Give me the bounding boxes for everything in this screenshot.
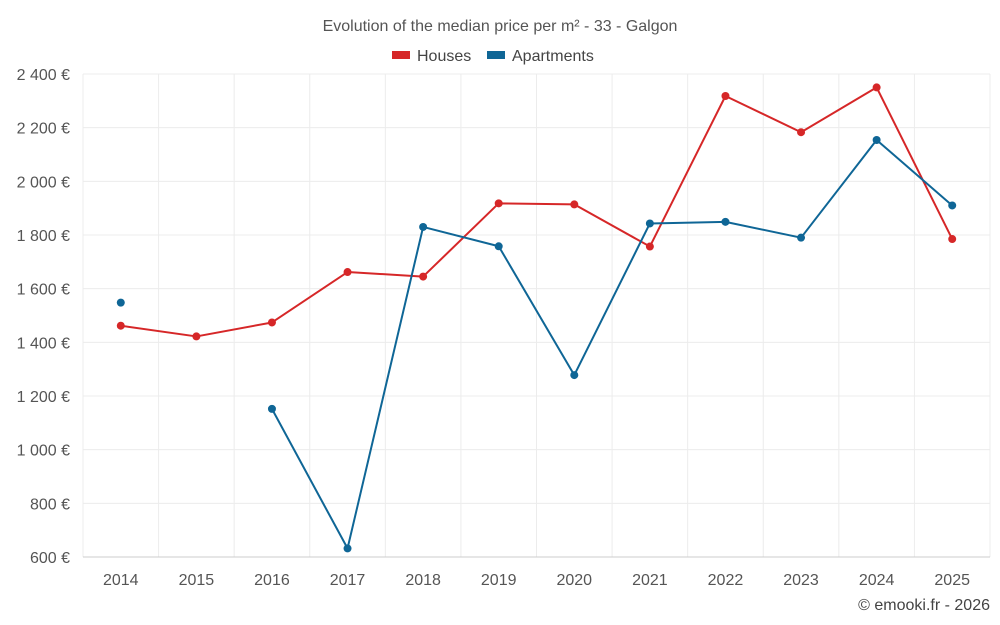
data-point-houses-2021[interactable] xyxy=(645,242,654,251)
y-tick-label: 2 200 € xyxy=(17,121,70,138)
data-point-houses-2020[interactable] xyxy=(570,200,579,209)
x-tick-label: 2014 xyxy=(103,572,139,589)
x-tick-label: 2022 xyxy=(708,572,744,589)
y-tick-label: 1 400 € xyxy=(17,335,70,352)
data-point-houses-2016[interactable] xyxy=(267,318,276,327)
data-point-apartments-2016[interactable] xyxy=(267,404,276,413)
data-point-houses-2018[interactable] xyxy=(419,272,428,281)
data-point-houses-2015[interactable] xyxy=(192,332,201,341)
x-tick-label: 2015 xyxy=(179,572,215,589)
data-point-houses-2025[interactable] xyxy=(948,235,957,244)
x-tick-label: 2023 xyxy=(783,572,819,589)
legend: Houses Apartments xyxy=(392,48,594,65)
y-tick-label: 2 000 € xyxy=(17,174,70,191)
series-line-apartments xyxy=(271,139,953,550)
y-tick-label: 1 000 € xyxy=(17,443,70,460)
x-tick-label: 2024 xyxy=(859,572,895,589)
data-point-apartments-2024[interactable] xyxy=(872,136,881,145)
data-point-apartments-2020[interactable] xyxy=(570,371,579,380)
data-point-houses-2014[interactable] xyxy=(116,321,125,330)
series-layer xyxy=(116,83,957,553)
y-tick-label: 600 € xyxy=(30,550,70,567)
legend-swatch-houses xyxy=(392,51,410,59)
data-point-apartments-2022[interactable] xyxy=(721,217,730,226)
data-point-apartments-2014[interactable] xyxy=(116,298,125,307)
x-tick-label: 2020 xyxy=(556,572,592,589)
x-tick-label: 2018 xyxy=(405,572,441,589)
series-houses xyxy=(116,83,957,341)
data-point-apartments-2019[interactable] xyxy=(494,242,503,251)
data-point-apartments-2018[interactable] xyxy=(419,222,428,231)
y-tick-label: 800 € xyxy=(30,496,70,513)
x-tick-label: 2017 xyxy=(330,572,366,589)
data-point-apartments-2021[interactable] xyxy=(645,219,654,228)
data-point-houses-2024[interactable] xyxy=(872,83,881,92)
legend-label-apartments[interactable]: Apartments xyxy=(512,48,594,65)
data-point-apartments-2023[interactable] xyxy=(797,233,806,242)
x-tick-label: 2016 xyxy=(254,572,290,589)
grid xyxy=(82,73,991,558)
data-point-houses-2019[interactable] xyxy=(494,199,503,208)
y-tick-label: 1 600 € xyxy=(17,282,70,299)
data-point-houses-2017[interactable] xyxy=(343,268,352,277)
data-point-houses-2023[interactable] xyxy=(797,128,806,137)
x-tick-label: 2021 xyxy=(632,572,668,589)
legend-label-houses[interactable]: Houses xyxy=(417,48,471,65)
x-axis: 2014 2015 2016 2017 2018 2019 2020 2021 2022 2023… xyxy=(83,556,990,589)
legend-swatch-apartments xyxy=(487,51,505,59)
data-point-houses-2022[interactable] xyxy=(721,92,730,101)
x-tick-label: 2019 xyxy=(481,572,517,589)
y-tick-label: 1 800 € xyxy=(17,228,70,245)
credit-text: © emooki.fr - 2026 xyxy=(858,597,990,614)
y-tick-label: 2 400 € xyxy=(17,67,70,84)
data-point-apartments-2017[interactable] xyxy=(343,544,352,553)
series-apartments xyxy=(116,136,957,553)
data-point-apartments-2025[interactable] xyxy=(948,201,957,210)
x-tick-label: 2025 xyxy=(934,572,970,589)
series-line-houses xyxy=(120,86,954,338)
y-tick-label: 1 200 € xyxy=(17,389,70,406)
y-axis: 600 € 800 € 1 000 € 1 200 € 1 400 € 1 600 € 1 … xyxy=(17,67,70,567)
chart-title: Evolution of the median price per m² - 3… xyxy=(323,18,678,35)
